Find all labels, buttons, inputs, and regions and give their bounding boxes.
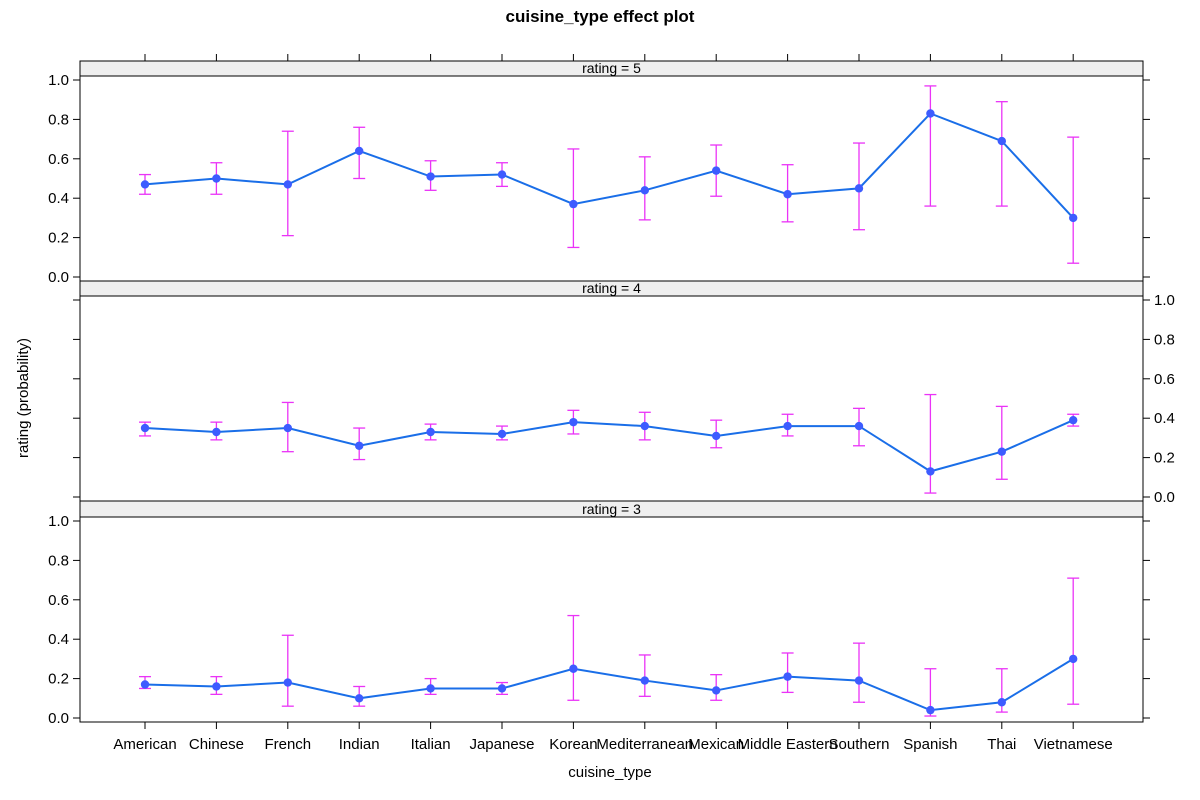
- strip-label: rating = 3: [582, 501, 641, 517]
- chart-title: cuisine_type effect plot: [506, 7, 695, 26]
- data-point: [569, 199, 578, 209]
- x-tick-label: Spanish: [903, 736, 957, 753]
- x-tick-label: American: [113, 736, 176, 753]
- y-tick-label: 0.2: [48, 230, 69, 247]
- x-tick-label: Vietnamese: [1034, 736, 1113, 753]
- y-tick-label: 0.6: [48, 592, 69, 609]
- panel-2: rating = 4 0.0 0.2 0.4 0.6 0.8 1.0: [73, 280, 1175, 506]
- data-point: [712, 166, 721, 175]
- x-tick-label: Indian: [339, 736, 380, 753]
- y-tick-label: 1.0: [48, 72, 69, 89]
- x-axis: American Chinese French Indian Italian Japane…: [113, 722, 1113, 753]
- data-point: [926, 467, 935, 476]
- data-point: [640, 421, 649, 431]
- x-tick-label: Chinese: [189, 736, 244, 753]
- estimate-points: [140, 415, 1078, 476]
- panel-frame: [79, 295, 1144, 502]
- y-tick-label: 0.8: [48, 111, 69, 128]
- x-tick-label: Southern: [829, 736, 890, 753]
- x-tick-label: Italian: [411, 736, 451, 753]
- data-point: [426, 172, 435, 181]
- data-point: [140, 180, 150, 189]
- data-point: [640, 676, 649, 685]
- data-point: [212, 427, 221, 437]
- y-tick-label: 1.0: [48, 513, 69, 530]
- error-bars: [139, 85, 1080, 264]
- error-bars: [139, 393, 1080, 494]
- y-tick-label: 0.0: [48, 269, 69, 286]
- data-point: [854, 676, 864, 685]
- strip-label: rating = 4: [582, 280, 641, 296]
- y-tick-label: 0.4: [48, 190, 69, 207]
- data-point: [854, 184, 864, 193]
- estimate-points: [140, 109, 1078, 223]
- estimate-line: [144, 112, 1074, 219]
- data-point: [569, 664, 578, 673]
- data-point: [1069, 213, 1078, 223]
- data-point: [283, 423, 292, 433]
- data-point: [497, 429, 507, 439]
- x-tick-label: Korean: [549, 736, 597, 753]
- data-point: [355, 146, 364, 156]
- panels-group: rating = 5 0.0 0.2 0.4 0.6 0.8 1.0 rating = 4 0.…: [48, 54, 1175, 727]
- y-tick-label: 1.0: [1154, 292, 1175, 309]
- y-tick-label: 0.6: [48, 151, 69, 168]
- y-tick-label: 0.6: [1154, 371, 1175, 388]
- y-tick-label: 0.8: [48, 552, 69, 569]
- strip-label: rating = 5: [582, 60, 641, 76]
- data-point: [1069, 415, 1078, 425]
- y-tick-label: 0.2: [48, 671, 69, 688]
- data-point: [926, 705, 935, 715]
- y-tick-label: 0.2: [1154, 450, 1175, 467]
- error-bars: [139, 577, 1080, 717]
- data-point: [997, 447, 1006, 456]
- panel-frame: [79, 516, 1144, 723]
- y-tick-label: 0.4: [1154, 410, 1175, 427]
- panel-3: rating = 3 0.0 0.2 0.4 0.6 0.8 1.0: [48, 500, 1150, 727]
- data-point: [997, 698, 1006, 707]
- data-point: [712, 686, 721, 695]
- data-point: [926, 109, 935, 118]
- data-point: [283, 678, 292, 687]
- x-tick-label: Japanese: [469, 736, 534, 753]
- data-point: [426, 427, 435, 437]
- y-tick-label: 0.8: [1154, 331, 1175, 348]
- data-point: [212, 682, 221, 691]
- x-tick-label: French: [264, 736, 311, 753]
- data-point: [497, 684, 507, 693]
- estimate-line: [144, 419, 1074, 473]
- y-tick-label: 0.4: [48, 631, 69, 648]
- x-tick-label: Middle Eastern: [738, 736, 838, 753]
- data-point: [283, 180, 292, 189]
- y-axis-title: rating (probability): [15, 338, 32, 458]
- data-point: [783, 421, 792, 431]
- y-tick-label: 0.0: [48, 710, 69, 727]
- data-point: [997, 136, 1006, 146]
- x-tick-label: Thai: [987, 736, 1016, 753]
- panel-1: rating = 5 0.0 0.2 0.4 0.6 0.8 1.0: [48, 54, 1150, 286]
- x-tick-label: Mexican: [688, 736, 744, 753]
- data-point: [854, 421, 864, 431]
- y-tick-label: 0.0: [1154, 489, 1175, 506]
- data-point: [355, 694, 364, 703]
- estimate-points: [140, 654, 1078, 715]
- x-axis-title: cuisine_type: [568, 764, 651, 781]
- data-point: [426, 684, 435, 693]
- estimate-line: [144, 658, 1074, 712]
- x-tick-label: Mediterranean: [596, 736, 693, 753]
- data-point: [140, 423, 150, 433]
- data-point: [783, 672, 792, 681]
- data-point: [140, 680, 150, 689]
- data-point: [212, 174, 221, 183]
- data-point: [355, 441, 364, 450]
- data-point: [569, 417, 578, 427]
- data-point: [783, 190, 792, 199]
- panel-frame: [79, 75, 1144, 282]
- data-point: [1069, 654, 1078, 664]
- data-point: [497, 170, 507, 179]
- data-point: [640, 186, 649, 195]
- data-point: [712, 431, 721, 441]
